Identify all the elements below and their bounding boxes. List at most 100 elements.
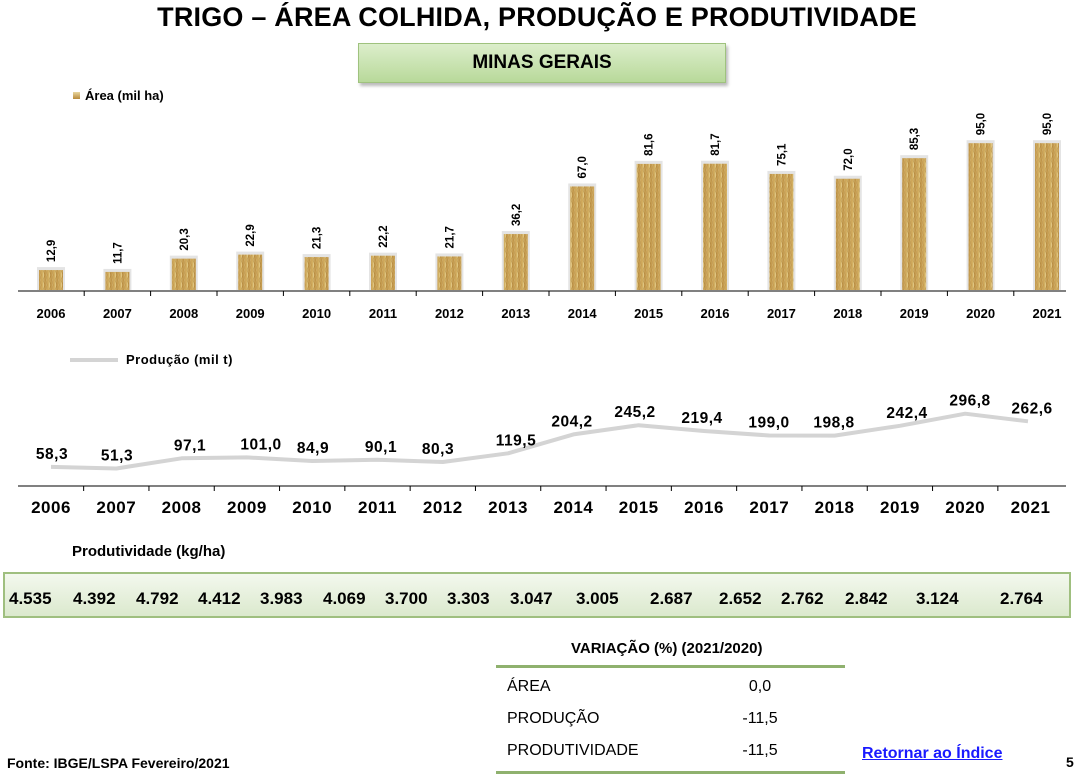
area-bar [769,173,794,290]
production-legend-line [70,357,118,362]
back-to-index-link[interactable]: Retornar ao Índice [862,745,1003,762]
production-year-tick: 2012 [423,498,463,517]
productivity-value: 4.069 [323,589,366,608]
variation-label-production: PRODUÇÃO [507,710,600,727]
productivity-value: 3.005 [576,589,619,608]
area-year-tick: 2007 [103,306,132,321]
page-title: TRIGO – ÁREA COLHIDA, PRODUÇÃO E PRODUTI… [157,2,917,32]
area-bar [238,254,263,290]
production-year-tick: 2006 [31,498,71,517]
area-bar-value-label: 11,7 [112,242,124,264]
production-value-label: 58,3 [36,446,68,463]
area-legend-swatch [73,92,80,99]
productivity-value: 3.124 [916,589,959,608]
productivity-row: 4.535 4.392 4.792 4.412 3.983 4.069 3.700 3.303… [3,572,1071,618]
area-year-tick: 2012 [435,306,464,321]
production-value-label: 242,4 [886,405,927,422]
variation-value-area: 0,0 [748,678,772,695]
area-bar-value-label: 22,2 [378,225,390,247]
variation-value-production: -11,5 [742,710,778,727]
variation-title: VARIAÇÃO (%) (2021/2020) [571,640,763,657]
production-value-label: 262,6 [1011,400,1052,417]
productivity-title: Produtividade (kg/ha) [72,543,226,560]
productivity-value: 3.700 [385,589,428,608]
area-year-tick: 2021 [1033,306,1062,321]
productivity-value: 2.764 [1000,589,1043,608]
variation-value-productivity: -11,5 [742,742,778,759]
area-bar-chart: 12,9 2006 11,7 2007 20,3 2008 22,9 2009 21,3 2010… [18,113,1066,321]
area-bar-value-label: 81,6 [644,134,656,156]
production-year-tick: 2017 [749,498,789,517]
area-bar-value-label: 12,9 [46,240,58,262]
production-year-tick: 2014 [553,498,593,517]
area-year-tick: 2006 [37,306,66,321]
productivity-value: 2.762 [781,589,824,608]
area-year-tick: 2016 [701,306,730,321]
area-bar-value-label: 22,9 [245,224,257,246]
productivity-value: 2.652 [719,589,762,608]
production-year-tick: 2008 [162,498,202,517]
production-year-tick: 2009 [227,498,267,517]
area-bar-value-label: 72,0 [843,148,855,170]
area-bar-value-label: 95,0 [1042,113,1054,135]
production-year-tick: 2010 [292,498,332,517]
variation-bottom-rule [496,771,845,774]
area-year-tick: 2017 [767,306,796,321]
productivity-value: 3.983 [260,589,303,608]
area-bar [902,158,927,290]
area-bar [39,270,63,290]
area-bar [1035,143,1059,290]
production-line-chart: 58,3 2006 51,3 2007 97,1 2008 101,0 2009 84,9 201… [18,393,1066,517]
area-bar-value-label: 20,3 [179,228,191,250]
production-value-label: 198,8 [813,415,854,432]
production-value-label: 296,8 [949,393,990,410]
production-year-tick: 2019 [880,498,920,517]
productivity-value: 2.687 [650,589,693,608]
area-bar [570,186,595,290]
area-year-tick: 2014 [568,306,598,321]
productivity-value: 4.535 [9,589,52,608]
productivity-value: 3.047 [510,589,553,608]
production-legend: Produção (mil t) [70,352,233,367]
production-legend-label: Produção (mil t) [126,352,233,367]
area-bar [304,257,329,290]
area-bar [105,271,130,290]
area-bar [503,234,528,290]
productivity-value: 4.412 [198,589,241,608]
production-year-tick: 2007 [96,498,136,517]
area-bar-value-label: 81,7 [710,133,722,155]
production-value-label: 245,2 [614,404,655,421]
production-value-label: 101,0 [240,436,281,453]
area-bar-value-label: 85,3 [909,128,921,150]
area-bar [636,163,661,290]
production-year-tick: 2020 [945,498,985,517]
area-year-tick: 2010 [302,306,331,321]
productivity-value: 4.392 [73,589,116,608]
area-bar-value-label: 95,0 [976,113,988,135]
productivity-value: 4.792 [136,589,179,608]
area-year-tick: 2013 [501,306,530,321]
region-banner: MINAS GERAIS [358,43,726,83]
variation-top-rule [496,665,845,668]
area-year-tick: 2008 [169,306,198,321]
area-year-tick: 2019 [900,306,929,321]
production-series-line [50,411,1029,471]
variation-label-area: ÁREA [507,678,551,695]
productivity-value: 3.303 [447,589,490,608]
area-legend-label: Área (mil ha) [85,88,164,103]
area-year-tick: 2018 [833,306,862,321]
area-bar [437,256,462,290]
area-bar-value-label: 21,3 [312,227,324,249]
area-legend: Área (mil ha) [73,88,164,103]
area-year-tick: 2020 [966,306,995,321]
area-year-tick: 2015 [634,306,663,321]
production-year-tick: 2018 [815,498,855,517]
area-bar [703,163,727,290]
area-bar [371,255,395,290]
production-value-label: 199,0 [748,415,789,432]
production-year-tick: 2016 [684,498,724,517]
production-year-tick: 2013 [488,498,528,517]
production-value-label: 84,9 [297,440,329,457]
area-bar [968,143,993,290]
production-value-label: 51,3 [101,447,133,464]
